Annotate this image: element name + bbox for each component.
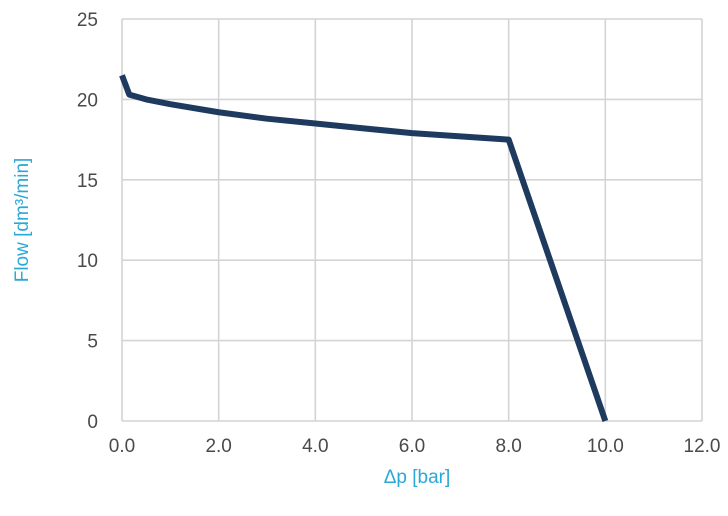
x-tick-label: 10.0 (587, 436, 624, 457)
x-tick-label: 12.0 (684, 436, 721, 457)
x-tick-label: 8.0 (495, 436, 521, 457)
y-tick-label: 15 (77, 171, 98, 192)
series-line (119, 74, 609, 422)
x-tick-label: 2.0 (205, 436, 231, 457)
y-tick-labels: 0 5 10 15 20 25 (77, 10, 98, 433)
y-axis-label: Flow [dm³/min] (12, 158, 33, 283)
x-tick-label: 0.0 (109, 436, 135, 457)
y-tick-label: 20 (77, 90, 98, 111)
x-tick-label: 6.0 (399, 436, 425, 457)
y-tick-label: 5 (87, 332, 98, 353)
horizontal-gridlines (122, 18, 702, 422)
vertical-gridlines (121, 19, 703, 421)
y-tick-label: 10 (77, 251, 98, 272)
y-tick-label: 25 (77, 10, 98, 31)
y-tick-label: 0 (87, 412, 98, 433)
x-tick-labels: 0.0 2.0 4.0 6.0 8.0 10.0 12.0 (109, 436, 721, 457)
x-axis-label: Δp [bar] (384, 467, 451, 488)
x-tick-label: 4.0 (302, 436, 328, 457)
series-group (119, 74, 609, 422)
